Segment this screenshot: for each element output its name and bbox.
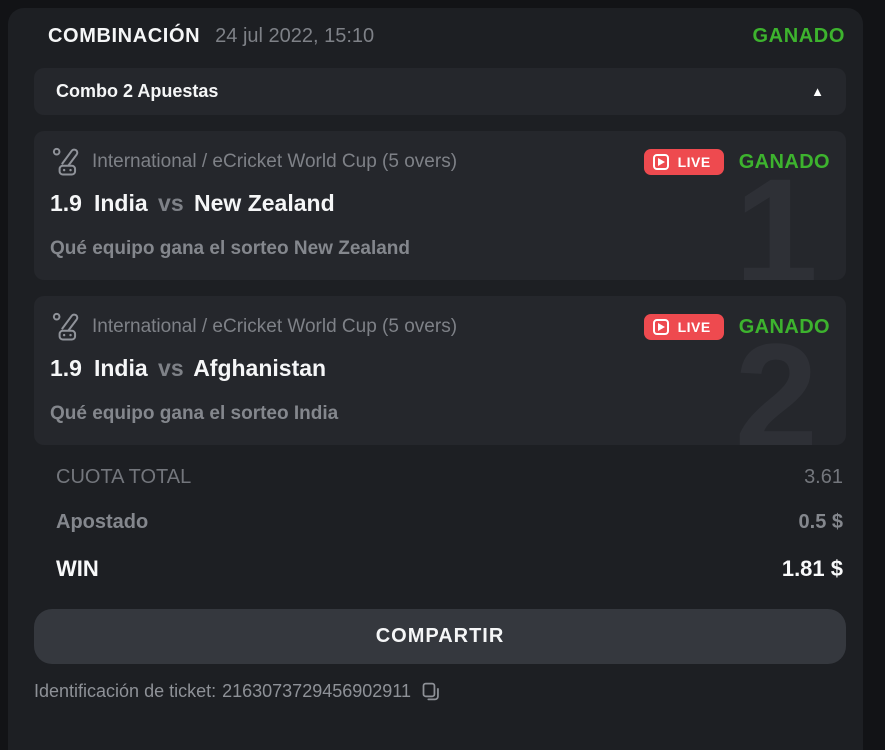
stake-row: Apostado 0.5 $ <box>56 500 843 545</box>
bet-card-top-row: International / eCricket World Cup (5 ov… <box>50 311 830 343</box>
stake-label: Apostado <box>56 511 149 533</box>
ticket-id-label: Identificación de ticket: <box>34 681 217 701</box>
market-selection: Qué equipo gana el sorteo New Zealand <box>50 238 411 259</box>
bet-ticket-panel: COMBINACIÓN 24 jul 2022, 15:10 GANADO Co… <box>8 8 863 750</box>
esports-icon <box>50 146 82 178</box>
team-away: Afghanistan <box>193 355 327 381</box>
live-label: LIVE <box>677 154 711 170</box>
team-away: New Zealand <box>194 190 335 216</box>
combo-collapse-bar[interactable]: Combo 2 Apuestas ▲ <box>34 68 846 115</box>
play-icon <box>652 319 669 335</box>
market-selection: Qué equipo gana el sorteo India <box>50 403 339 424</box>
match-line: 1.9 India vs Afghanistan <box>50 355 830 382</box>
play-icon <box>652 154 669 170</box>
team-home: India <box>93 355 148 381</box>
live-badge: LIVE <box>643 314 724 340</box>
league-name: International / eCricket World Cup (5 ov… <box>92 151 458 172</box>
vs-separator: vs <box>158 355 184 381</box>
bet-odds: 1.9 <box>50 355 82 381</box>
bet-number-watermark: 2 <box>734 312 818 445</box>
ticket-id-value: 2163073729456902911 <box>222 681 411 701</box>
bet-type-label: COMBINACIÓN <box>48 25 201 47</box>
team-home: India <box>93 190 148 216</box>
total-odds-value: 3.61 <box>804 466 843 488</box>
bet-card-2: 2 International / eCricket World Cup (5 … <box>34 296 846 445</box>
total-odds-row: CUOTA TOTAL 3.61 <box>56 455 843 500</box>
ticket-header: COMBINACIÓN 24 jul 2022, 15:10 GANADO <box>8 8 863 54</box>
live-badge: LIVE <box>643 149 724 175</box>
total-odds-label: CUOTA TOTAL <box>56 466 192 488</box>
bet-card-top-row: International / eCricket World Cup (5 ov… <box>50 146 830 178</box>
win-row: WIN 1.81 $ <box>56 545 843 593</box>
win-value: 1.81 $ <box>781 556 843 581</box>
combo-label: Combo 2 Apuestas <box>56 81 219 101</box>
bet-status-badge: GANADO <box>738 315 830 338</box>
stake-value: 0.5 $ <box>798 511 843 533</box>
live-label: LIVE <box>677 319 711 335</box>
ticket-id-row: Identificación de ticket: 21630737294569… <box>34 681 846 702</box>
bet-status-badge: GANADO <box>738 150 830 173</box>
bet-datetime: 24 jul 2022, 15:10 <box>215 25 375 47</box>
bet-odds: 1.9 <box>50 190 82 216</box>
league-name: International / eCricket World Cup (5 ov… <box>92 316 458 337</box>
chevron-up-icon[interactable]: ▲ <box>811 84 824 99</box>
ticket-status-badge: GANADO <box>752 25 845 47</box>
bet-card-1: 1 International / eCricket World Cup (5 … <box>34 131 846 280</box>
match-line: 1.9 India vs New Zealand <box>50 190 830 217</box>
esports-icon <box>50 311 82 343</box>
win-label: WIN <box>56 556 99 581</box>
vs-separator: vs <box>158 190 184 216</box>
copy-icon[interactable] <box>420 681 441 702</box>
bet-number-watermark: 1 <box>734 147 818 280</box>
share-button[interactable]: COMPARTIR <box>34 609 846 664</box>
ticket-summary: CUOTA TOTAL 3.61 Apostado 0.5 $ WIN 1.81… <box>56 455 843 593</box>
